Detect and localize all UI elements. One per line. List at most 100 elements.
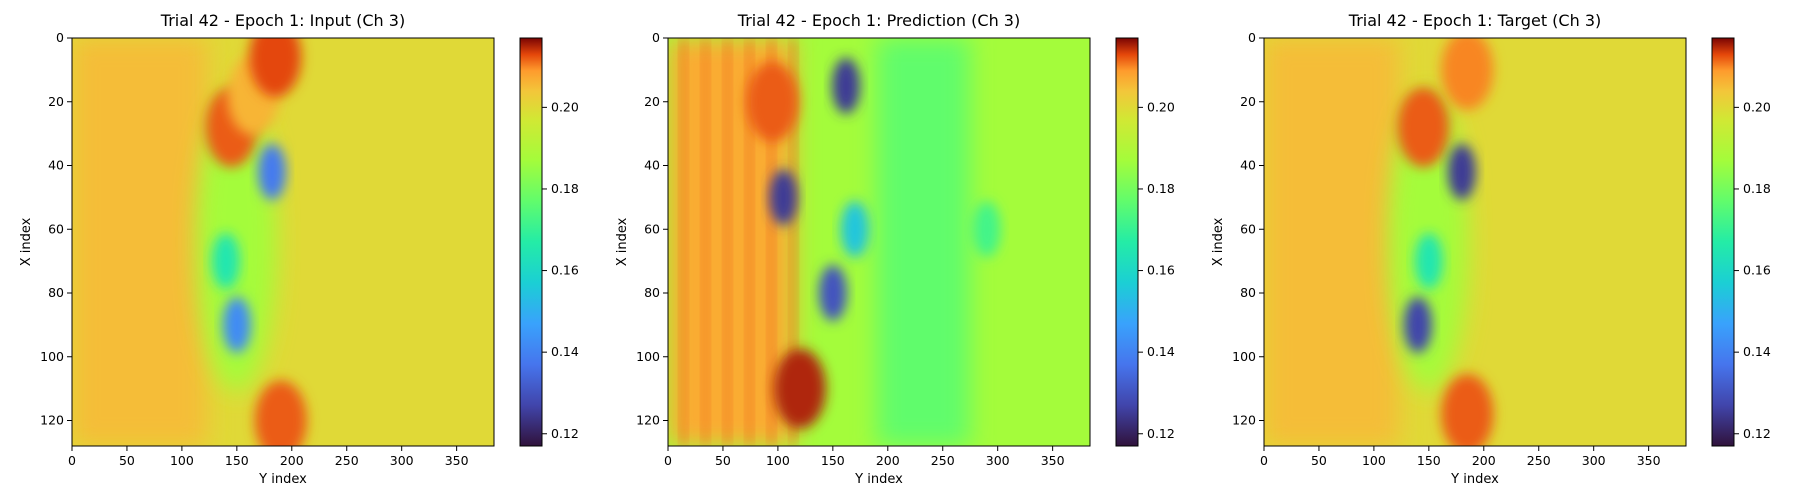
colorbar-tick-label: 0.16: [551, 263, 579, 278]
colorbar-tick-label: 0.16: [1147, 263, 1175, 278]
y-tick-label: 0: [652, 30, 660, 45]
y-tick-label: 80: [48, 285, 64, 300]
colorbar-tick-label: 0.14: [1147, 344, 1175, 359]
plot-frame: [667, 37, 1091, 447]
x-axis-label: Y index: [258, 472, 307, 487]
heatmap-feature: [1441, 374, 1494, 446]
y-tick-label: 120: [636, 413, 660, 428]
colorbar-tick-label: 0.16: [1743, 263, 1771, 278]
plot-frame: [1263, 37, 1687, 447]
colorbar: [519, 37, 543, 447]
x-tick-label: 0: [68, 453, 76, 468]
heatmap-feature: [769, 169, 798, 226]
x-tick-label: 300: [1582, 453, 1606, 468]
y-tick-label: 100: [636, 349, 660, 364]
colorbar-tick-label: 0.14: [551, 344, 579, 359]
x-tick-label: 150: [1417, 453, 1441, 468]
y-tick-label: 60: [644, 221, 660, 236]
colorbar-tick-label: 0.18: [1147, 181, 1175, 196]
x-tick-label: 100: [766, 453, 790, 468]
x-tick-label: 200: [280, 453, 304, 468]
x-axis-label: Y index: [1450, 472, 1499, 487]
y-tick-label: 20: [1240, 94, 1256, 109]
heatmap-feature: [1441, 38, 1494, 110]
panel-title: Trial 42 - Epoch 1: Prediction (Ch 3): [737, 11, 1020, 30]
y-tick-label: 120: [1232, 413, 1256, 428]
colorbar-tick-label: 0.20: [1147, 99, 1175, 114]
heatmap-feature: [840, 201, 869, 258]
x-tick-label: 50: [1311, 453, 1327, 468]
x-tick-label: 250: [335, 453, 359, 468]
x-tick-label: 300: [390, 453, 414, 468]
heatmap-feature: [1447, 143, 1476, 200]
x-tick-label: 50: [119, 453, 135, 468]
y-tick-label: 60: [48, 221, 64, 236]
colorbar-tick-label: 0.20: [551, 99, 579, 114]
y-tick-label: 40: [1240, 158, 1256, 173]
x-tick-label: 100: [170, 453, 194, 468]
y-tick-label: 0: [56, 30, 64, 45]
heatmap-image: [1264, 38, 1686, 446]
x-axis-label: Y index: [854, 472, 903, 487]
x-tick-label: 0: [664, 453, 672, 468]
y-tick-label: 60: [1240, 221, 1256, 236]
heatmap-feature: [1397, 87, 1450, 168]
y-tick-label: 80: [1240, 285, 1256, 300]
heatmap-feature: [211, 233, 240, 290]
colorbar-tick-label: 0.18: [551, 181, 579, 196]
heatmap-image: [668, 38, 1090, 446]
colorbar-tick-label: 0.12: [1743, 426, 1771, 441]
heatmap-panel-0: Trial 42 - Epoch 1: Input (Ch 3) 0 50 100 15…: [19, 11, 579, 487]
x-tick-label: 0: [1260, 453, 1268, 468]
y-axis-label: X index: [19, 217, 34, 266]
colorbar: [1115, 37, 1139, 447]
heatmap-feature: [222, 296, 251, 353]
heatmap-feature: [249, 38, 302, 98]
x-tick-label: 350: [445, 453, 469, 468]
y-tick-label: 20: [48, 94, 64, 109]
x-tick-label: 250: [931, 453, 955, 468]
y-axis-label: X index: [615, 217, 630, 266]
x-tick-label: 150: [225, 453, 249, 468]
heatmap-panel-2: Trial 42 - Epoch 1: Target (Ch 3) 0 50 100 1…: [1211, 11, 1771, 487]
heatmap-feature: [1414, 233, 1443, 290]
x-tick-label: 150: [821, 453, 845, 468]
y-tick-label: 40: [644, 158, 660, 173]
y-tick-label: 100: [1232, 349, 1256, 364]
x-tick-label: 200: [876, 453, 900, 468]
heatmap-feature: [972, 201, 1001, 258]
heatmap-feature: [832, 57, 861, 114]
heatmap-feature: [773, 348, 826, 429]
colorbar-tick-label: 0.14: [1743, 344, 1771, 359]
x-tick-label: 50: [715, 453, 731, 468]
panel-title: Trial 42 - Epoch 1: Input (Ch 3): [160, 11, 405, 30]
colorbar-tick-label: 0.18: [1743, 181, 1771, 196]
x-tick-label: 300: [986, 453, 1010, 468]
heatmap-feature: [818, 265, 847, 321]
y-tick-label: 80: [644, 285, 660, 300]
y-tick-label: 0: [1248, 30, 1256, 45]
y-tick-label: 20: [644, 94, 660, 109]
heatmap-image: [72, 38, 494, 446]
x-tick-label: 250: [1527, 453, 1551, 468]
colorbar-tick-label: 0.12: [1147, 426, 1175, 441]
heatmap-feature: [258, 143, 287, 200]
x-tick-label: 200: [1472, 453, 1496, 468]
y-axis-label: X index: [1211, 217, 1226, 266]
x-tick-label: 350: [1637, 453, 1661, 468]
x-tick-label: 350: [1041, 453, 1065, 468]
y-tick-label: 100: [40, 349, 64, 364]
colorbar: [1711, 37, 1735, 447]
panel-title: Trial 42 - Epoch 1: Target (Ch 3): [1348, 11, 1601, 30]
colorbar-tick-label: 0.12: [551, 426, 579, 441]
y-tick-label: 120: [40, 413, 64, 428]
heatmap-feature: [746, 61, 799, 142]
y-tick-label: 40: [48, 158, 64, 173]
plot-frame: [71, 37, 495, 447]
heatmap-feature: [254, 380, 307, 446]
heatmap-panel-1: Trial 42 - Epoch 1: Prediction (Ch 3) 0 50…: [615, 11, 1175, 487]
colorbar-tick-label: 0.20: [1743, 99, 1771, 114]
x-tick-label: 100: [1362, 453, 1386, 468]
